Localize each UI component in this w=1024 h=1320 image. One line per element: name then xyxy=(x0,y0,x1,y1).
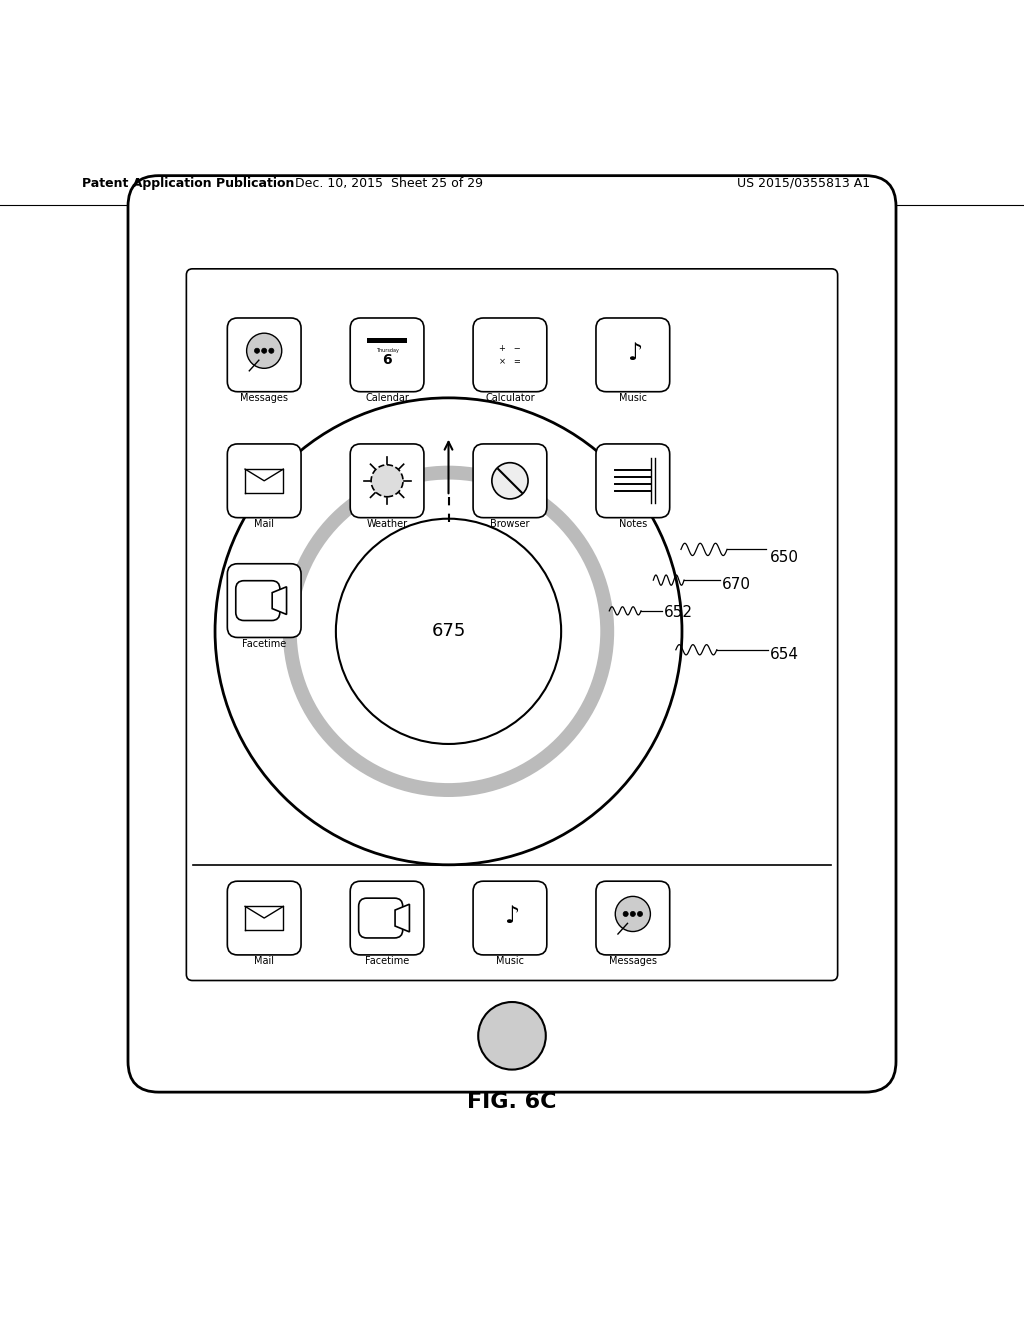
Circle shape xyxy=(254,348,260,354)
Text: Music: Music xyxy=(496,956,524,966)
Text: ♪: ♪ xyxy=(505,904,519,928)
Text: 670: 670 xyxy=(722,577,751,591)
Text: Browser: Browser xyxy=(490,519,529,529)
Text: Thursday: Thursday xyxy=(376,348,398,352)
Text: Facetime: Facetime xyxy=(365,956,410,966)
Text: Music: Music xyxy=(618,393,647,403)
Text: Notes: Notes xyxy=(618,519,647,529)
Text: ♪: ♪ xyxy=(628,341,642,364)
FancyBboxPatch shape xyxy=(227,882,301,954)
Text: Facetime: Facetime xyxy=(242,639,287,648)
FancyBboxPatch shape xyxy=(350,882,424,954)
Circle shape xyxy=(336,519,561,744)
Text: 650: 650 xyxy=(770,550,799,565)
FancyBboxPatch shape xyxy=(186,269,838,981)
FancyBboxPatch shape xyxy=(596,318,670,392)
Bar xyxy=(367,338,408,343)
Circle shape xyxy=(630,911,635,916)
FancyBboxPatch shape xyxy=(358,898,402,939)
FancyBboxPatch shape xyxy=(350,444,424,517)
Text: Calendar: Calendar xyxy=(366,393,409,403)
Circle shape xyxy=(637,911,643,916)
Text: 6: 6 xyxy=(382,354,392,367)
FancyBboxPatch shape xyxy=(473,444,547,517)
Text: US 2015/0355813 A1: US 2015/0355813 A1 xyxy=(737,177,870,190)
FancyBboxPatch shape xyxy=(596,444,670,517)
FancyBboxPatch shape xyxy=(227,318,301,392)
Circle shape xyxy=(478,1002,546,1069)
Text: Calculator: Calculator xyxy=(485,393,535,403)
Text: Messages: Messages xyxy=(241,393,288,403)
FancyBboxPatch shape xyxy=(227,444,301,517)
Text: 654: 654 xyxy=(770,647,799,663)
Text: Patent Application Publication: Patent Application Publication xyxy=(82,177,294,190)
FancyBboxPatch shape xyxy=(473,318,547,392)
Circle shape xyxy=(615,896,650,932)
Circle shape xyxy=(268,348,274,354)
FancyBboxPatch shape xyxy=(596,882,670,954)
Text: +   −: + − xyxy=(499,345,521,352)
FancyBboxPatch shape xyxy=(227,564,301,638)
Circle shape xyxy=(371,465,403,496)
Circle shape xyxy=(492,463,528,499)
Text: ×   =: × = xyxy=(499,356,521,366)
Circle shape xyxy=(262,348,266,354)
Text: 652: 652 xyxy=(664,606,692,620)
Polygon shape xyxy=(272,587,287,614)
Text: Dec. 10, 2015  Sheet 25 of 29: Dec. 10, 2015 Sheet 25 of 29 xyxy=(295,177,483,190)
Circle shape xyxy=(623,911,628,916)
Polygon shape xyxy=(395,904,410,932)
FancyBboxPatch shape xyxy=(128,176,896,1092)
Text: FIG. 6C: FIG. 6C xyxy=(467,1093,557,1113)
Text: 675: 675 xyxy=(431,622,466,640)
Circle shape xyxy=(247,333,282,368)
Text: Messages: Messages xyxy=(609,956,656,966)
FancyBboxPatch shape xyxy=(236,581,280,620)
FancyBboxPatch shape xyxy=(350,318,424,392)
Text: Mail: Mail xyxy=(254,519,274,529)
FancyBboxPatch shape xyxy=(473,882,547,954)
Text: Mail: Mail xyxy=(254,956,274,966)
Text: Weather: Weather xyxy=(367,519,408,529)
